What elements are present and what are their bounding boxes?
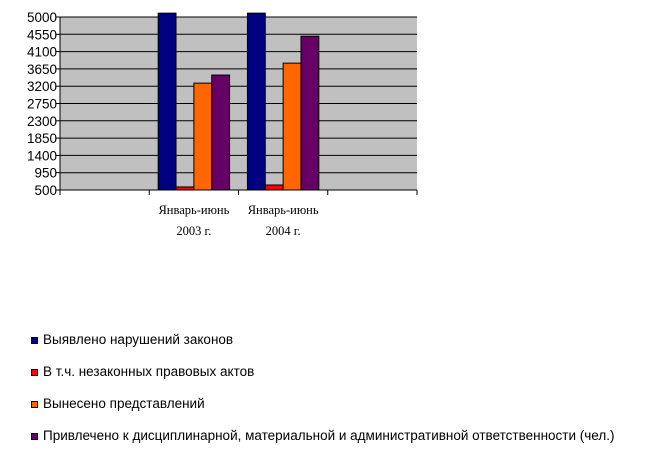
legend-label: В т.ч. незаконных правовых актов	[43, 364, 255, 379]
y-tick-label: 4100	[27, 45, 57, 60]
y-tick-label: 2750	[27, 97, 57, 112]
y-tick-label: 5000	[27, 10, 57, 25]
x-tick-label: 2004 г.	[266, 224, 301, 238]
legend-label: Привлечено к дисциплинарной, материально…	[43, 428, 615, 443]
legend-item: Вынесено представлений	[31, 396, 641, 412]
legend: Выявлено нарушений законов В т.ч. незакон…	[31, 332, 641, 444]
legend-item: В т.ч. незаконных правовых актов	[31, 364, 641, 380]
y-tick-label: 4550	[27, 27, 57, 42]
y-tick-label: 2300	[27, 114, 57, 129]
bar	[175, 186, 195, 191]
y-tick-label: 3650	[27, 62, 57, 77]
bar-chart: 500 950 1400 1850 2300 2750 3200 3650 4100 4550 50…	[27, 10, 418, 238]
legend-item: Выявлено нарушений законов	[31, 332, 641, 348]
legend-label: Вынесено представлений	[43, 396, 205, 411]
legend-label: Выявлено нарушений законов	[43, 332, 234, 347]
legend-swatch	[31, 433, 38, 440]
x-tick-label: Январь-июнь	[248, 203, 319, 217]
bar	[157, 12, 177, 191]
bar	[282, 62, 302, 191]
bar	[211, 74, 231, 191]
bar	[300, 35, 320, 191]
legend-item: Привлечено к дисциплинарной, материально…	[31, 428, 641, 444]
legend-swatch	[31, 337, 38, 344]
legend-swatch	[31, 401, 38, 408]
x-tick-label: Январь-июнь	[158, 203, 229, 217]
y-tick-label: 1400	[27, 148, 57, 163]
y-tick-label: 1850	[27, 131, 57, 146]
y-tick-label: 500	[34, 183, 57, 198]
y-tick-label: 950	[34, 166, 57, 181]
bar	[264, 184, 284, 191]
bar	[193, 82, 213, 191]
legend-swatch	[31, 369, 38, 376]
x-tick-label: 2003 г.	[176, 224, 211, 238]
y-tick-label: 3200	[27, 79, 57, 94]
bar	[246, 12, 266, 191]
